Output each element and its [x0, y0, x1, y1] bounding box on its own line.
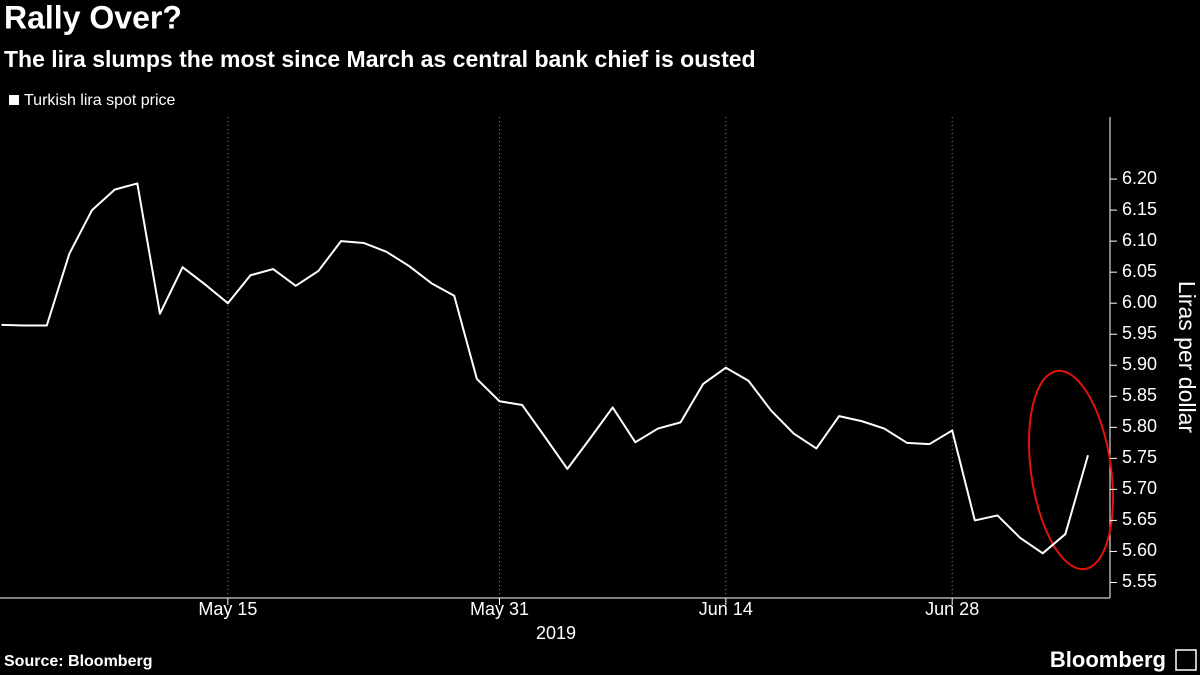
source: Source: Bloomberg: [4, 653, 152, 670]
y-tick-label: 5.75: [1122, 447, 1157, 467]
highlight-ellipse: [1028, 369, 1114, 571]
x-tick-label: May 31: [470, 599, 529, 619]
chart-subtitle: The lira slumps the most since March as …: [4, 46, 756, 72]
legend-swatch: [9, 95, 19, 105]
brand-icon: [1175, 649, 1197, 671]
y-axis-label: Liras per dollar: [1174, 281, 1200, 433]
y-tick-label: 6.15: [1122, 199, 1157, 219]
legend-label: Turkish lira spot price: [24, 92, 176, 109]
y-tick-label: 6.05: [1122, 261, 1157, 281]
chart-title: Rally Over?: [4, 0, 182, 35]
y-tick-label: 6.20: [1122, 168, 1157, 188]
y-tick-label: 6.10: [1122, 230, 1157, 250]
y-tick-label: 5.70: [1122, 478, 1157, 498]
brand-logo: Bloomberg: [1050, 647, 1166, 672]
y-tick-label: 5.80: [1122, 416, 1157, 436]
line-series: [1, 182, 1089, 555]
y-tick-label: 5.90: [1122, 354, 1157, 374]
y-tick-label: 5.95: [1122, 323, 1157, 343]
y-tick-label: 5.55: [1122, 571, 1157, 591]
x-tick-label: Jun 28: [925, 599, 979, 619]
x-tick-label: May 15: [198, 599, 257, 619]
x-axis-label: 2019: [536, 623, 576, 643]
y-tick-label: 5.65: [1122, 509, 1157, 529]
x-tick-label: Jun 14: [699, 599, 753, 619]
y-tick-label: 5.60: [1122, 540, 1157, 560]
y-tick-label: 6.00: [1122, 292, 1157, 312]
y-tick-label: 5.85: [1122, 385, 1157, 405]
